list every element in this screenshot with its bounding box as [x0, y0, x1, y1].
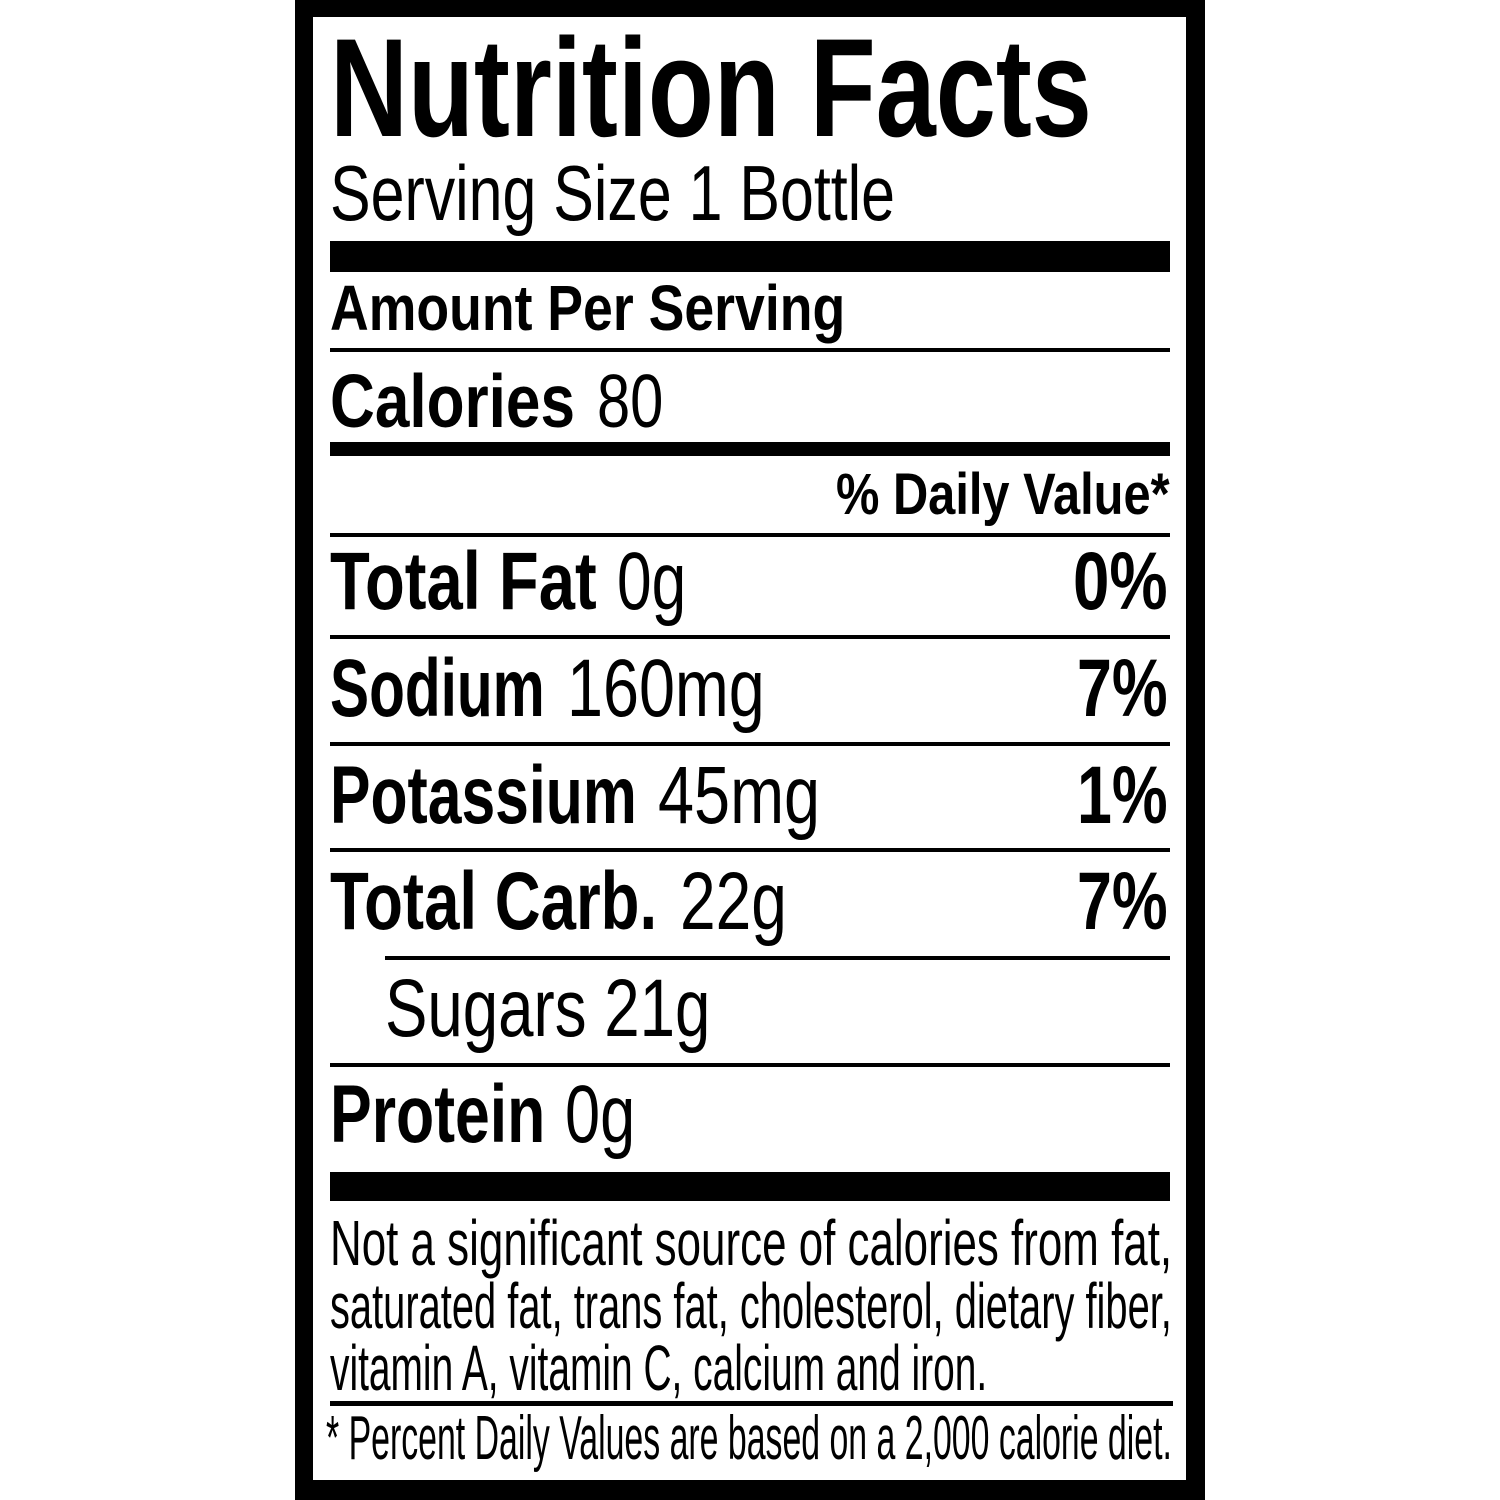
calories-value: 80	[597, 359, 664, 443]
daily-value-note: * Percent Daily Values are based on a 2,…	[326, 1404, 1172, 1473]
sugars: Sugars 21g	[385, 963, 711, 1054]
divider	[330, 533, 1170, 537]
divider	[330, 742, 1170, 746]
divider	[330, 1401, 1173, 1406]
nutrient-dv-total-carb: 7%	[1077, 856, 1168, 947]
nutrient-amount-potassium: 45mg	[658, 750, 821, 841]
nutrient-amount-sodium: 160mg	[567, 643, 765, 734]
nutrient-label-total-fat: Total Fat	[330, 536, 597, 627]
serving-size: Serving Size 1 Bottle	[330, 149, 896, 237]
indented-divider	[385, 956, 1170, 960]
nutrient-label-potassium: Potassium	[330, 750, 637, 841]
nutrient-dv-sodium: 7%	[1077, 643, 1168, 734]
nutrient-label-sodium: Sodium	[330, 643, 545, 734]
thick-divider	[330, 1172, 1170, 1201]
thick-divider	[330, 241, 1170, 272]
nutrient-amount-total-fat: 0g	[617, 536, 687, 627]
amount-per-serving: Amount Per Serving	[330, 272, 846, 344]
protein-amount: 0g	[565, 1069, 636, 1160]
footnote-line: vitamin A, vitamin C, calcium and iron.	[330, 1332, 988, 1404]
footnote-line: Not a significant source of calories fro…	[330, 1207, 1173, 1279]
divider	[330, 1063, 1170, 1067]
calories-label: Calories	[330, 359, 575, 443]
medium-divider	[330, 442, 1170, 456]
footnote-line: saturated fat, trans fat, cholesterol, d…	[330, 1270, 1172, 1342]
divider	[330, 848, 1170, 852]
divider	[330, 348, 1170, 352]
divider	[330, 635, 1170, 639]
nutrient-label-total-carb: Total Carb.	[330, 856, 658, 947]
daily-value-header: % Daily Value*	[836, 462, 1170, 527]
nutrient-dv-potassium: 1%	[1077, 750, 1168, 841]
nutrient-amount-total-carb: 22g	[680, 856, 787, 947]
nutrient-dv-total-fat: 0%	[1073, 536, 1168, 627]
protein-label: Protein	[330, 1069, 546, 1160]
label-title: Nutrition Facts	[330, 9, 1092, 166]
